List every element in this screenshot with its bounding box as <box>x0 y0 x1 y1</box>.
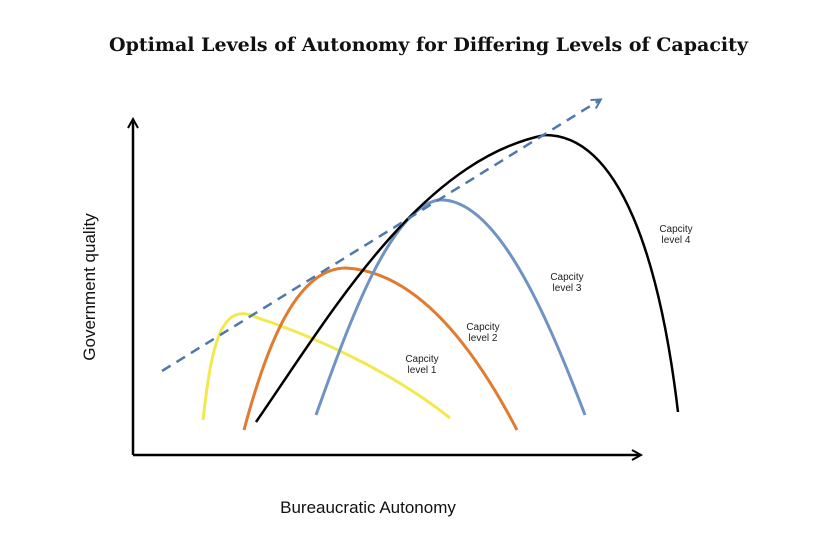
capacity-level-1-label: Capcity level 1 <box>405 354 438 376</box>
capacity-level-2-label-line2: level 2 <box>468 333 498 344</box>
capacity-level-3-label-line1: Capcity <box>550 272 584 283</box>
capacity-level-1-label-line1: Capcity <box>405 354 439 365</box>
optimal-autonomy-line <box>161 100 600 373</box>
capacity-level-1-label-line2: level 1 <box>407 365 437 376</box>
capacity-level-1-curve <box>201 312 451 421</box>
diagram-title: Optimal Levels of Autonomy for Differing… <box>109 34 748 56</box>
capacity-level-2-curve <box>242 266 519 431</box>
y-axis-label: Government quality <box>80 213 99 361</box>
capacity-level-3-curve <box>314 198 587 416</box>
x-axis-label: Bureaucratic Autonomy <box>280 498 456 517</box>
capacity-level-3-label-line2: level 3 <box>552 283 582 294</box>
capacity-level-4-label: Capcity level 4 <box>659 224 692 246</box>
capacity-level-4-label-line2: level 4 <box>661 235 691 246</box>
capacity-level-4-curve <box>254 133 680 423</box>
capacity-level-3-label: Capcity level 3 <box>550 272 583 294</box>
capacity-level-2-label: Capcity level 2 <box>466 322 499 344</box>
capacity-level-2-label-line1: Capcity <box>466 322 500 333</box>
capacity-level-4-label-line1: Capcity <box>659 224 693 235</box>
